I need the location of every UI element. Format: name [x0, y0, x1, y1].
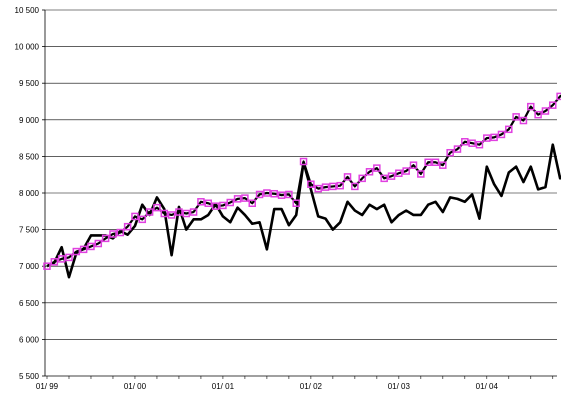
- x-tick-label: 01/ 01: [212, 382, 235, 391]
- y-tick-label: 7 500: [19, 226, 40, 235]
- data-point: [329, 182, 337, 191]
- data-point: [226, 198, 234, 207]
- data-point: [351, 182, 359, 191]
- data-point: [109, 230, 117, 238]
- data-point: [233, 195, 242, 203]
- x-tick-label: 01/ 00: [124, 382, 147, 391]
- data-point: [307, 180, 315, 188]
- data-point: [204, 199, 213, 207]
- y-tick-label: 10 000: [15, 43, 40, 52]
- data-point: [417, 170, 425, 178]
- data-point: [461, 138, 469, 146]
- series-1: [46, 143, 561, 279]
- y-tick-label: 7 000: [19, 262, 40, 271]
- data-point: [72, 247, 81, 256]
- y-axis-tick-labels: 5 500 6 000 6 500 7 000 7 500 8 000 8 500 9 000…: [15, 6, 40, 381]
- y-tick-label: 5 500: [19, 372, 40, 381]
- data-point: [101, 234, 110, 243]
- data-point: [343, 173, 352, 181]
- y-tick-label: 6 500: [19, 299, 40, 308]
- data-point: [138, 215, 147, 224]
- y-tick-label: 8 000: [19, 189, 40, 198]
- series-2: [43, 92, 561, 270]
- y-tick-label: 6 000: [19, 335, 40, 344]
- data-point: [79, 245, 88, 254]
- data-point: [50, 258, 59, 266]
- data-point: [167, 211, 176, 219]
- data-point: [395, 169, 403, 177]
- data-point: [94, 239, 103, 248]
- data-point: [373, 164, 381, 172]
- data-point: [446, 148, 454, 157]
- data-point: [321, 183, 330, 191]
- data-point: [402, 167, 410, 175]
- data-point: [453, 145, 462, 153]
- data-point: [497, 130, 506, 139]
- data-point: [519, 116, 528, 125]
- data-point: [116, 228, 125, 237]
- series-line: [46, 143, 561, 279]
- data-point: [534, 110, 542, 119]
- data-point: [541, 107, 550, 115]
- data-point: [439, 161, 447, 169]
- data-point: [424, 158, 432, 167]
- data-point: [131, 212, 139, 221]
- data-point: [505, 125, 513, 134]
- data-point: [160, 209, 169, 218]
- x-tick-label: 01/ 02: [300, 382, 323, 391]
- data-point: [248, 199, 256, 207]
- data-point: [556, 92, 561, 101]
- data-point: [409, 161, 418, 169]
- data-point: [299, 157, 308, 166]
- data-point: [255, 190, 264, 199]
- data-point: [153, 203, 161, 212]
- data-point: [380, 174, 388, 183]
- data-point: [263, 189, 271, 197]
- data-point: [277, 191, 286, 199]
- x-tick-label: 01/ 99: [36, 382, 59, 391]
- data-point: [292, 199, 300, 207]
- data-point: [512, 113, 520, 121]
- data-point: [211, 202, 220, 210]
- data-point: [241, 194, 249, 202]
- data-point: [336, 181, 344, 190]
- data-point: [145, 208, 154, 216]
- data-point: [219, 201, 227, 210]
- data-point: [65, 253, 73, 262]
- y-tick-label: 9 500: [19, 79, 40, 88]
- data-point: [314, 184, 322, 193]
- data-point: [549, 101, 557, 109]
- data-point: [431, 158, 440, 167]
- data-point: [358, 174, 366, 183]
- x-tick-label: 01/ 04: [476, 382, 499, 391]
- data-point: [468, 139, 476, 147]
- series: [43, 92, 561, 279]
- data-point: [175, 208, 183, 216]
- data-point: [270, 189, 278, 198]
- y-tick-label: 10 500: [15, 6, 40, 15]
- data-point: [57, 255, 66, 263]
- data-point: [182, 209, 191, 218]
- data-point: [189, 208, 198, 216]
- data-point: [475, 140, 484, 149]
- data-point: [285, 190, 293, 199]
- y-tick-label: 9 000: [19, 116, 40, 125]
- data-point: [123, 222, 132, 231]
- data-point: [43, 262, 51, 270]
- data-point: [197, 198, 205, 206]
- x-tick-label: 01/ 03: [388, 382, 411, 391]
- data-point: [483, 134, 491, 142]
- data-point: [490, 133, 498, 142]
- data-point: [87, 242, 95, 251]
- data-point: [365, 168, 374, 176]
- y-tick-label: 8 500: [19, 152, 40, 161]
- data-point: [527, 102, 535, 111]
- data-point: [387, 172, 396, 180]
